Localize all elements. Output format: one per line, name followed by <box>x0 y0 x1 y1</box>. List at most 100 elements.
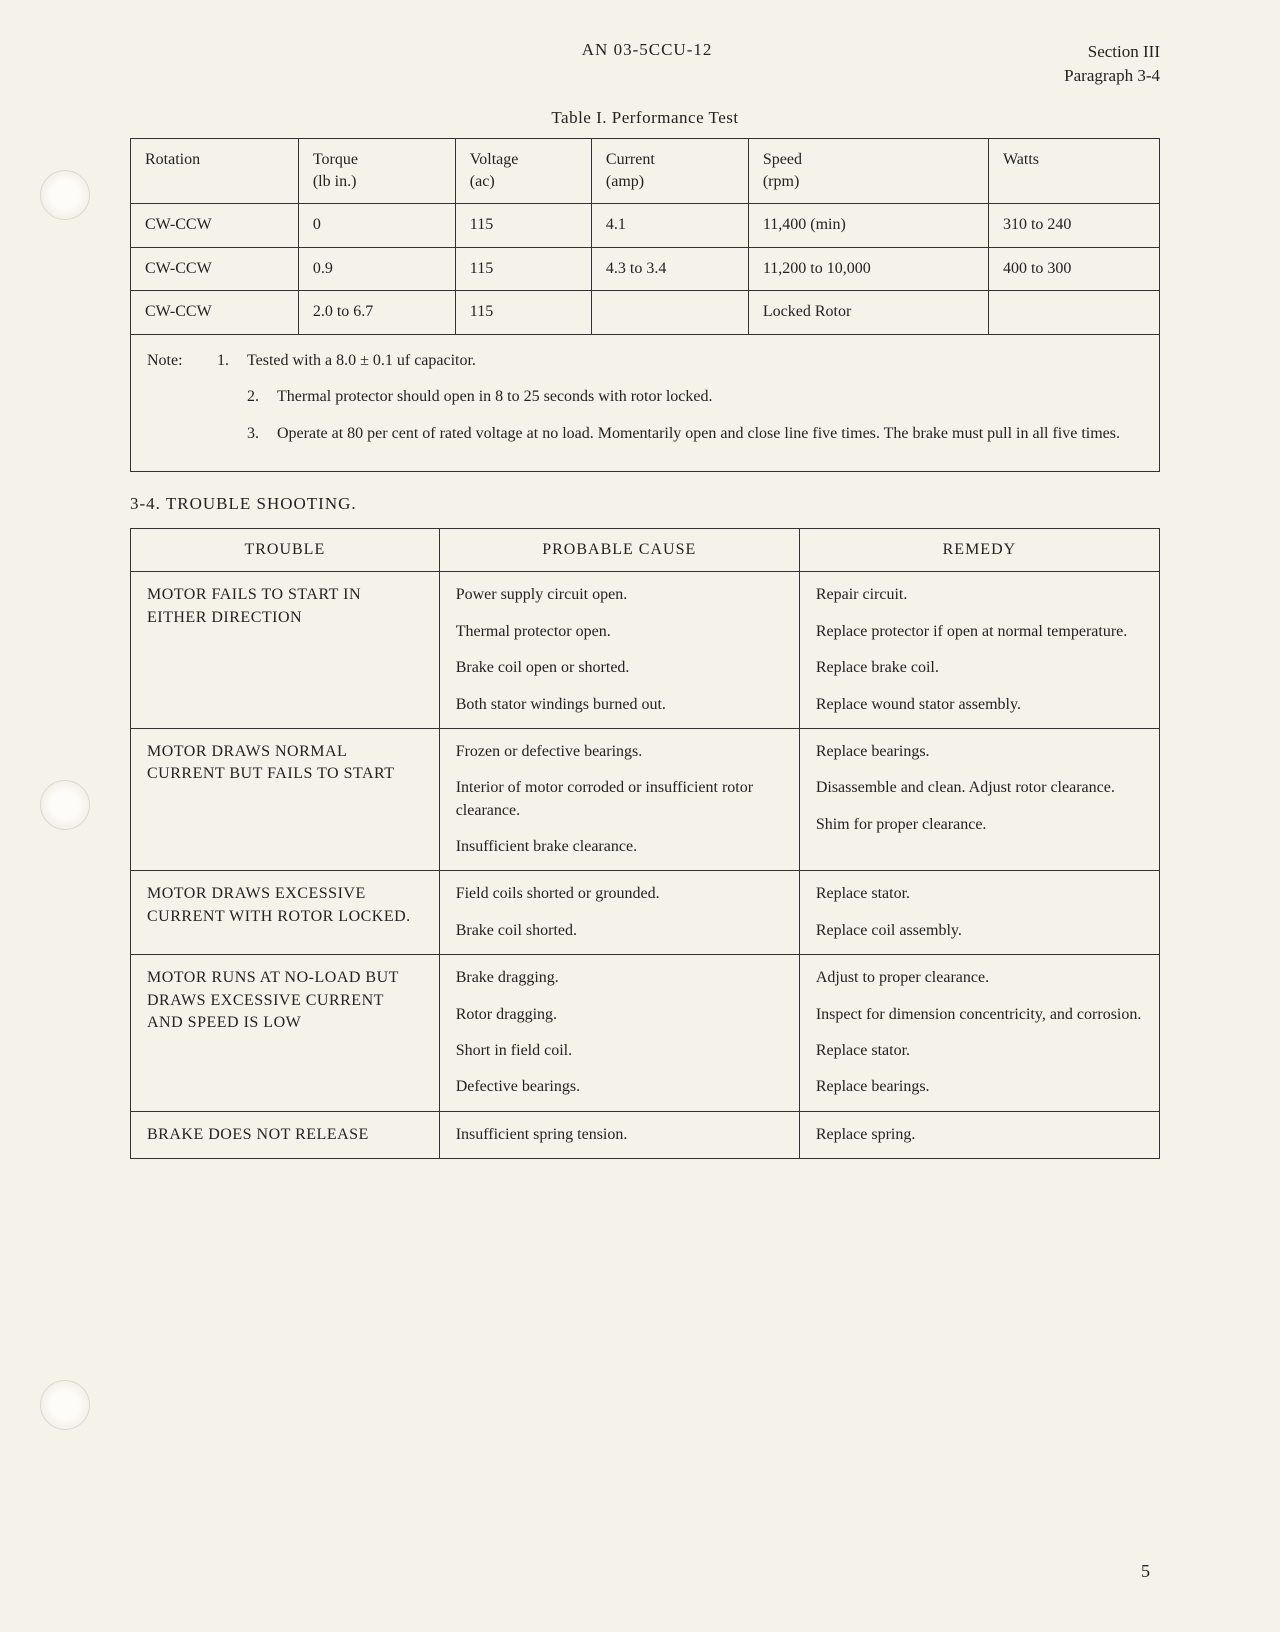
remedy-item: Disassemble and clean. Adjust rotor clea… <box>816 777 1143 799</box>
perf-col-header: Torque(lb in.) <box>298 138 455 204</box>
cause-item: Field coils shorted or grounded. <box>456 883 783 905</box>
paragraph-label: Paragraph 3-4 <box>1064 64 1160 88</box>
doc-code: AN 03-5CCU-12 <box>130 40 1064 88</box>
section-heading: 3-4. TROUBLE SHOOTING. <box>130 494 1160 514</box>
table-row: MOTOR FAILS TO START IN EITHER DIRECTION… <box>131 572 1160 729</box>
table-caption: Table I. Performance Test <box>130 108 1160 128</box>
section-info: Section III Paragraph 3-4 <box>1064 40 1160 88</box>
punch-hole <box>40 1380 90 1430</box>
remedy-cell: Replace bearings.Disassemble and clean. … <box>799 728 1159 871</box>
table-cell: 2.0 to 6.7 <box>298 291 455 334</box>
cause-item: Defective bearings. <box>456 1076 783 1098</box>
perf-col-header: Current(amp) <box>591 138 748 204</box>
cause-item: Power supply circuit open. <box>456 584 783 606</box>
note-text: Tested with a 8.0 ± 0.1 uf capacitor. <box>247 347 1143 376</box>
remedy-item: Repair circuit. <box>816 584 1143 606</box>
trouble-cell: MOTOR FAILS TO START IN EITHER DIRECTION <box>131 572 440 729</box>
perf-col-header: Rotation <box>131 138 299 204</box>
remedy-item: Inspect for dimension concentricity, and… <box>816 1004 1143 1026</box>
cause-cell: Field coils shorted or grounded. Brake co… <box>439 871 799 955</box>
col-trouble: TROUBLE <box>131 528 440 571</box>
cause-item: Brake dragging. <box>456 967 783 989</box>
cause-item: Rotor dragging. <box>456 1004 783 1026</box>
trouble-cell: MOTOR RUNS AT NO-LOAD BUT DRAWS EXCESSIV… <box>131 955 440 1112</box>
remedy-item: Replace coil assembly. <box>816 920 1143 942</box>
performance-table: RotationTorque(lb in.)Voltage(ac)Current… <box>130 138 1160 335</box>
remedy-cell: Adjust to proper clearance. Inspect for d… <box>799 955 1159 1112</box>
table-cell: 4.1 <box>591 204 748 247</box>
table-row: CW-CCW0.91154.3 to 3.411,200 to 10,00040… <box>131 247 1160 290</box>
remedy-item: Replace brake coil. <box>816 657 1143 679</box>
perf-col-header: Watts <box>988 138 1159 204</box>
cause-item: Interior of motor corroded or insufficie… <box>456 777 783 822</box>
remedy-item: Replace spring. <box>816 1124 1143 1146</box>
trouble-cell: MOTOR DRAWS EXCESSIVE CURRENT WITH ROTOR… <box>131 871 440 955</box>
col-cause: PROBABLE CAUSE <box>439 528 799 571</box>
cause-item: Both stator windings burned out. <box>456 694 783 716</box>
perf-col-header: Speed(rpm) <box>748 138 988 204</box>
cause-cell: Frozen or defective bearings. Interior of… <box>439 728 799 871</box>
table-cell <box>591 291 748 334</box>
table-cell: 400 to 300 <box>988 247 1159 290</box>
table-cell: 115 <box>455 204 591 247</box>
section-label: Section III <box>1064 40 1160 64</box>
punch-hole <box>40 170 90 220</box>
remedy-cell: Repair circuit. Replace protector if open… <box>799 572 1159 729</box>
page-number: 5 <box>1141 1561 1150 1582</box>
cause-item: Brake coil shorted. <box>456 920 783 942</box>
table-cell: 115 <box>455 247 591 290</box>
remedy-item: Replace protector if open at normal temp… <box>816 621 1143 643</box>
col-remedy: REMEDY <box>799 528 1159 571</box>
punch-hole <box>40 780 90 830</box>
table-cell: CW-CCW <box>131 291 299 334</box>
perf-col-header: Voltage(ac) <box>455 138 591 204</box>
cause-cell: Power supply circuit open. Thermal protec… <box>439 572 799 729</box>
note-item: Note:1.Tested with a 8.0 ± 0.1 uf capaci… <box>147 347 1143 376</box>
note-text: Thermal protector should open in 8 to 25… <box>277 383 1143 412</box>
table-cell: 11,400 (min) <box>748 204 988 247</box>
cause-item: Insufficient brake clearance. <box>456 836 783 858</box>
note-text: Operate at 80 per cent of rated voltage … <box>277 420 1143 449</box>
remedy-item: Replace stator. <box>816 883 1143 905</box>
note-prefix: Note: <box>147 347 217 376</box>
remedy-cell: Replace stator. Replace coil assembly. <box>799 871 1159 955</box>
cause-cell: Insufficient spring tension. <box>439 1111 799 1158</box>
trouble-cell: BRAKE DOES NOT RELEASE <box>131 1111 440 1158</box>
note-item: 2.Thermal protector should open in 8 to … <box>147 383 1143 412</box>
table-cell: 0 <box>298 204 455 247</box>
cause-item: Brake coil open or shorted. <box>456 657 783 679</box>
table-cell: 0.9 <box>298 247 455 290</box>
remedy-item: Replace bearings. <box>816 1076 1143 1098</box>
note-number: 1. <box>217 347 247 376</box>
cause-item: Short in field coil. <box>456 1040 783 1062</box>
table-row: CW-CCW01154.111,400 (min)310 to 240 <box>131 204 1160 247</box>
cause-item: Insufficient spring tension. <box>456 1124 783 1146</box>
table-cell: 115 <box>455 291 591 334</box>
notes-block: Note:1.Tested with a 8.0 ± 0.1 uf capaci… <box>130 335 1160 472</box>
table-cell: 310 to 240 <box>988 204 1159 247</box>
table-row: BRAKE DOES NOT RELEASE Insufficient sprin… <box>131 1111 1160 1158</box>
note-number: 3. <box>247 420 277 449</box>
table-row: MOTOR RUNS AT NO-LOAD BUT DRAWS EXCESSIV… <box>131 955 1160 1112</box>
remedy-cell: Replace spring. <box>799 1111 1159 1158</box>
remedy-item: Adjust to proper clearance. <box>816 967 1143 989</box>
cause-item: Thermal protector open. <box>456 621 783 643</box>
remedy-item: Replace stator. <box>816 1040 1143 1062</box>
trouble-cell: MOTOR DRAWS NORMAL CURRENT BUT FAILS TO … <box>131 728 440 871</box>
table-cell: CW-CCW <box>131 204 299 247</box>
table-cell: Locked Rotor <box>748 291 988 334</box>
table-row: MOTOR DRAWS NORMAL CURRENT BUT FAILS TO … <box>131 728 1160 871</box>
note-item: 3.Operate at 80 per cent of rated voltag… <box>147 420 1143 449</box>
note-number: 2. <box>247 383 277 412</box>
table-row: CW-CCW2.0 to 6.7115 Locked Rotor <box>131 291 1160 334</box>
cause-item: Frozen or defective bearings. <box>456 741 783 763</box>
table-cell: 11,200 to 10,000 <box>748 247 988 290</box>
remedy-item: Replace wound stator assembly. <box>816 694 1143 716</box>
cause-cell: Brake dragging. Rotor dragging. Short in f… <box>439 955 799 1112</box>
table-row: MOTOR DRAWS EXCESSIVE CURRENT WITH ROTOR… <box>131 871 1160 955</box>
troubleshooting-table: TROUBLE PROBABLE CAUSE REMEDY MOTOR FAIL… <box>130 528 1160 1159</box>
table-cell: 4.3 to 3.4 <box>591 247 748 290</box>
table-cell <box>988 291 1159 334</box>
page-header: AN 03-5CCU-12 Section III Paragraph 3-4 <box>130 40 1160 88</box>
table-cell: CW-CCW <box>131 247 299 290</box>
